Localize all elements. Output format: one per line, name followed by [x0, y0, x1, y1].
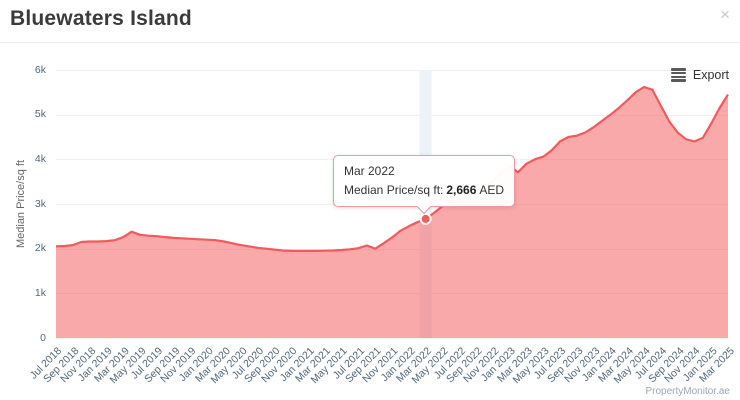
- y-tick-label: 2k: [34, 242, 46, 255]
- tooltip-value: 2,666: [446, 182, 477, 197]
- gridline: [56, 70, 728, 71]
- area-series-line: [55, 85, 729, 252]
- export-label: Export: [692, 68, 729, 82]
- y-tick-label: 1k: [34, 286, 46, 299]
- gridline: [56, 338, 728, 339]
- y-tick-label: 5k: [34, 108, 46, 121]
- tooltip-row: Median Price/sq ft: 2,666 AED: [344, 181, 505, 214]
- hover-marker[interactable]: [419, 212, 432, 225]
- area-series-fill: [56, 87, 728, 338]
- tooltip-label: Median Price/sq ft:: [344, 182, 444, 197]
- page-title: Bluewaters Island: [10, 7, 192, 30]
- gridline: [56, 114, 728, 116]
- watermark: PropertyMonitor.ae: [645, 386, 731, 397]
- panel-header: Bluewaters Island ×: [0, 0, 740, 43]
- y-tick-label: 3k: [34, 197, 46, 210]
- y-tick-label: 0: [40, 331, 46, 344]
- tooltip: Mar 2022 Median Price/sq ft: 2,666 AED: [333, 155, 516, 214]
- tooltip-title: Mar 2022: [344, 164, 395, 178]
- export-menu-icon: [670, 68, 686, 82]
- export-button[interactable]: Export: [667, 66, 733, 84]
- tooltip-unit: AED: [479, 182, 505, 197]
- y-tick-label: 4k: [34, 152, 46, 165]
- close-icon[interactable]: ×: [720, 5, 730, 24]
- y-tick-label: 6k: [34, 63, 46, 76]
